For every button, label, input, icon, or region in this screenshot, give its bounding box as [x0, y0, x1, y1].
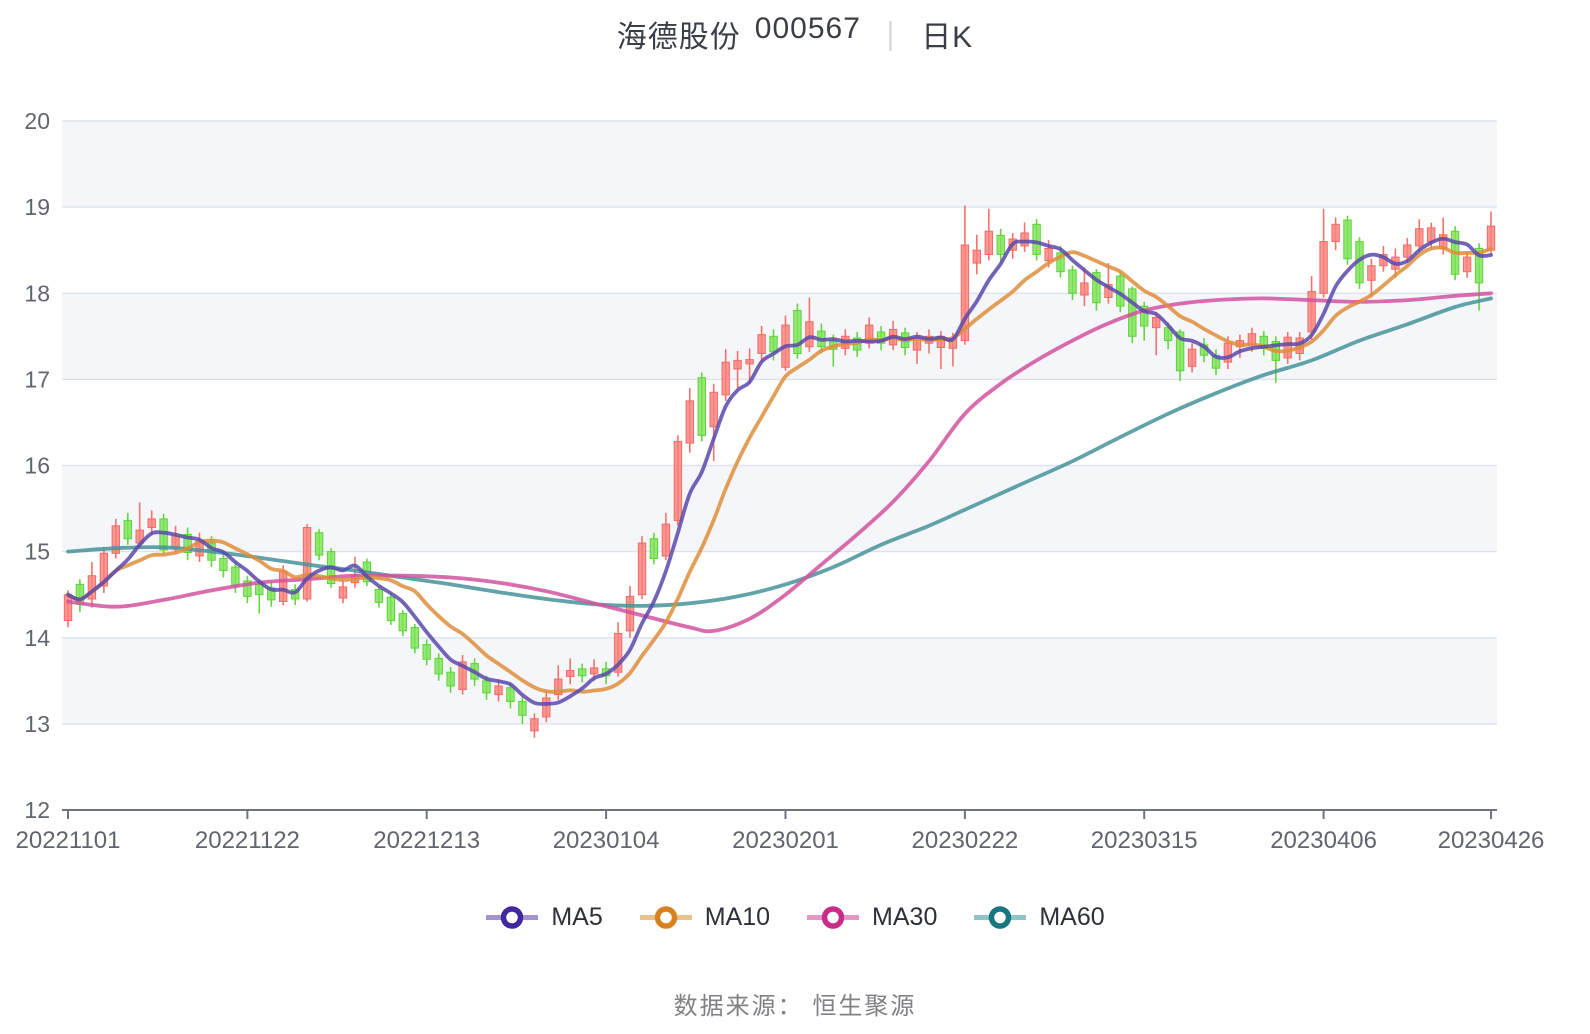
stock-name: 海德股份: [616, 21, 741, 54]
svg-text:14: 14: [24, 625, 50, 651]
legend-item-ma5[interactable]: MA5: [485, 903, 603, 932]
svg-text:20221213: 20221213: [373, 827, 480, 854]
svg-text:13: 13: [24, 711, 50, 737]
svg-text:20: 20: [24, 108, 50, 134]
legend-item-ma60[interactable]: MA60: [973, 903, 1105, 932]
svg-text:17: 17: [24, 366, 50, 392]
svg-text:20230315: 20230315: [1091, 827, 1198, 854]
svg-text:20230201: 20230201: [732, 827, 839, 854]
ma10-legend-icon: [639, 906, 692, 929]
svg-text:20230104: 20230104: [553, 827, 660, 854]
legend: MA5 MA10 MA30 MA60: [0, 903, 1590, 932]
legend-item-ma10[interactable]: MA10: [639, 903, 770, 932]
ma30-line: [66, 291, 1493, 634]
data-source-text: 数据来源： 恒生聚源: [673, 993, 917, 1020]
legend-label-ma30: MA30: [872, 903, 938, 931]
ma10-line: [66, 245, 1493, 694]
stock-title: 海德股份 000567: [617, 12, 861, 56]
svg-text:15: 15: [24, 539, 50, 565]
data-source-note: 数据来源： 恒生聚源: [0, 986, 1590, 1021]
svg-text:18: 18: [24, 280, 50, 306]
chart-title: 海德股份 000567 | 日K: [0, 12, 1590, 56]
ma60-legend-icon: [974, 906, 1027, 929]
svg-text:20230222: 20230222: [912, 827, 1019, 854]
svg-text:20230426: 20230426: [1438, 827, 1545, 854]
svg-text:19: 19: [24, 194, 50, 220]
svg-text:20230406: 20230406: [1270, 827, 1377, 854]
svg-text:20221122: 20221122: [195, 827, 300, 854]
stock-code: 000567: [754, 12, 861, 45]
svg-text:20221101: 20221101: [16, 827, 121, 854]
legend-label-ma10: MA10: [704, 903, 771, 931]
kline-chart-canvas[interactable]: 20221101 20221122 20221213 20230104 20230201…: [0, 0, 1590, 870]
svg-text:16: 16: [24, 453, 50, 479]
svg-text:12: 12: [24, 797, 50, 823]
ma5-legend-icon: [486, 906, 539, 929]
title-divider-bar: |: [886, 15, 896, 52]
period-label: 日K: [921, 21, 974, 54]
ma60-line: [66, 296, 1493, 608]
legend-item-ma30[interactable]: MA30: [806, 903, 937, 932]
legend-label-ma5: MA5: [551, 903, 603, 931]
ma5-line: [66, 236, 1493, 706]
legend-label-ma60: MA60: [1039, 903, 1105, 931]
ma30-legend-icon: [807, 906, 860, 929]
